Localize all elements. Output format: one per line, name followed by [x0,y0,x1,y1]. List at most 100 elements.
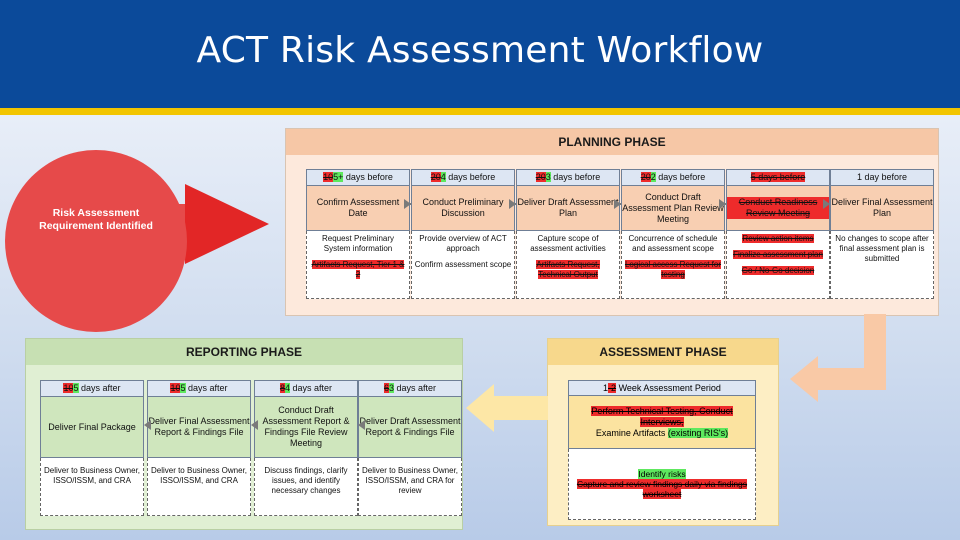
flow-arrowhead [358,420,365,430]
assessment-card: 1-2 Week Assessment Period Perform Techn… [568,380,756,520]
reporting-step-card: 63 days after Deliver Draft Assessment Re… [358,380,462,516]
step-timing: 84 days after [254,380,358,397]
detail-line-struck: Artifacts Request, Tier 1 & 2 [311,260,405,279]
step-label-text: Conduct Draft Assessment Plan Review Mee… [622,191,724,224]
step-label-text: Confirm Assessment Date [316,197,400,218]
page-title: ACT Risk Assessment Workflow [196,30,764,71]
title-bar: ACT Risk Assessment Workflow [0,0,960,115]
step-label: Deliver Final Assessment Plan [830,186,934,231]
timing-old: 10 [63,383,74,393]
step-timing: 105 days after [40,380,144,397]
planning-step-card: 204 days before Conduct Preliminary Discu… [411,169,515,299]
planning-to-assessment-arrow-corner [815,368,886,390]
detail-line: Concurrence of schedule and assessment s… [628,234,718,253]
flow-arrowhead [823,199,830,209]
planning-step-card: 5 days before Conduct Readiness Review Me… [726,169,830,299]
step-label-text: Deliver Draft Assessment Report & Findin… [359,416,461,437]
assessment-timing-old: -2 [608,383,617,393]
timing-rest: days before [343,172,393,182]
reporting-step-card: 84 days after Conduct Draft Assessment Re… [254,380,358,516]
timing-rest: days before [445,172,496,182]
planning-step-card: 203 days before Deliver Draft Assessment … [516,169,620,299]
timing-new: 3 [388,383,394,393]
timing-new: 4 [440,172,446,182]
timing-old: 10 [323,172,334,182]
assessment-timing: 1-2 Week Assessment Period [568,380,756,396]
step-detail: No changes to scope after final assessme… [830,231,934,299]
timing-rest: days before [550,172,601,182]
step-label: Deliver Draft Assessment Plan [516,186,620,231]
step-detail: Deliver to Business Owner, ISSO/ISSM, an… [40,458,144,516]
step-detail: Deliver to Business Owner, ISSO/ISSM, an… [358,458,462,516]
timing-new: 5 [180,383,186,393]
assessment-body-plain: Examine Artifacts [595,428,668,438]
timing-new: 2 [650,172,656,182]
step-label-text: Conduct Readiness Review Meeting [727,197,829,219]
step-timing: 1 day before [830,169,934,186]
timing-rest: days after [290,383,333,393]
timing-rest: 1 day before [856,172,908,182]
detail-line: No changes to scope after final assessme… [835,234,929,263]
step-label-text: Deliver Draft Assessment Plan [517,197,619,218]
reporting-phase-title: REPORTING PHASE [26,339,462,365]
timing-rest: days after [78,383,121,393]
assessment-detail-highlight: Identify risks [638,469,686,479]
detail-line: Confirm assessment scope [414,260,512,269]
step-timing: 105 days after [147,380,251,397]
accent-stripe [0,108,960,115]
step-label: Deliver Final Package [40,397,144,458]
timing-rest: days before [655,172,706,182]
detail-line-struck: Finalize assessment plan [733,250,823,259]
detail-line-struck: Go / No-Go decision [741,266,815,275]
flow-arrowhead [144,420,151,430]
assessment-phase-title: ASSESSMENT PHASE [548,339,778,365]
step-label-text: Deliver Final Assessment Report & Findin… [148,416,250,437]
step-label-text: Conduct Preliminary Discussion [422,197,504,218]
step-timing: 63 days after [358,380,462,397]
flow-arrowhead [404,199,411,209]
assessment-detail: Identify risks Capture and review findin… [568,449,756,520]
step-label: Conduct Draft Assessment Plan Review Mee… [621,186,725,231]
detail-line: Capture scope of assessment activities [530,234,606,253]
assessment-activities: Perform Technical Testing, Conduct Inter… [568,396,756,449]
timing-old: 20 [640,172,651,182]
step-detail: Discuss findings, clarify issues, and id… [254,458,358,516]
step-detail: Concurrence of schedule and assessment s… [621,231,725,299]
step-label-text: Deliver Final Assessment Plan [831,197,933,218]
timing-new: 5 [73,383,79,393]
flow-arrowhead [614,199,621,209]
detail-line: Request Preliminary System information [321,234,395,253]
timing-new: 3 [545,172,551,182]
step-label-text: Conduct Draft Assessment Report & Findin… [262,405,350,448]
step-timing: 202 days before [621,169,725,186]
step-label: Deliver Draft Assessment Report & Findin… [358,397,462,458]
step-label: Confirm Assessment Date [306,186,410,231]
step-timing: 204 days before [411,169,515,186]
planning-step-card: 202 days before Conduct Draft Assessment … [621,169,725,299]
step-detail: Deliver to Business Owner, ISSO/ISSM, an… [147,458,251,516]
reporting-step-card: 105 days after Deliver Final Assessment R… [147,380,251,516]
assessment-to-reporting-arrow [490,396,548,420]
step-label-text: Deliver Final Package [48,421,136,432]
step-label: Conduct Draft Assessment Report & Findin… [254,397,358,458]
planning-step-card: 1 day before Deliver Final Assessment Pla… [830,169,934,299]
timing-new: 4 [284,383,290,393]
start-circle [5,150,187,332]
step-label: Conduct Readiness Review Meeting [726,186,830,231]
assessment-body-highlight: (existing RIS's) [667,428,729,438]
detail-line: Provide overview of ACT approach [419,234,507,253]
timing-new: 5+ [333,172,344,182]
planning-to-assessment-arrow-head [790,356,818,402]
start-circle-label: Risk Assessment Requirement Identified [39,207,153,232]
step-detail: Review action items Finalize assessment p… [726,231,830,299]
timing-rest: days after [394,383,437,393]
step-label: Deliver Final Assessment Report & Findin… [147,397,251,458]
flow-arrowhead [719,199,726,209]
step-detail: Provide overview of ACT approach Confirm … [411,231,515,299]
timing-old: 8 [279,383,285,393]
step-label: Conduct Preliminary Discussion [411,186,515,231]
timing-rest: 5 days before [750,172,806,182]
step-timing: 105+ days before [306,169,410,186]
detail-line-struck: Artifacts Request, Technical Output [536,260,600,279]
assessment-body-struck: Perform Technical Testing, Conduct Inter… [591,406,733,427]
